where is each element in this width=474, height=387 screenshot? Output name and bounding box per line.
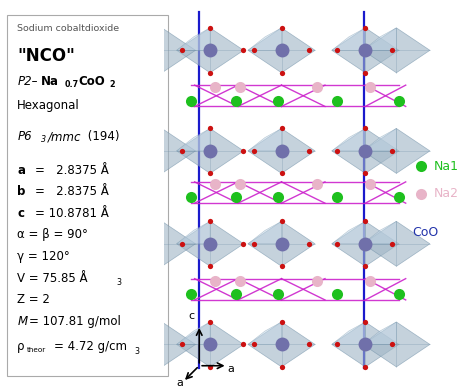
- Text: 3: 3: [134, 347, 139, 356]
- Text: "NCO": "NCO": [17, 47, 75, 65]
- Text: Na2: Na2: [434, 187, 459, 200]
- Text: a: a: [176, 378, 183, 387]
- Text: (194): (194): [84, 130, 119, 143]
- Text: Sodium cobaltdioxide: Sodium cobaltdioxide: [17, 24, 119, 33]
- Text: γ = 120°: γ = 120°: [17, 250, 70, 263]
- Text: =   2.8375 Å: = 2.8375 Å: [35, 185, 109, 198]
- Polygon shape: [128, 322, 195, 367]
- Polygon shape: [128, 221, 195, 266]
- Text: M: M: [17, 315, 27, 328]
- Polygon shape: [248, 28, 315, 73]
- Text: CoO: CoO: [79, 75, 106, 87]
- Polygon shape: [363, 322, 396, 344]
- Text: /mmc: /mmc: [47, 130, 81, 143]
- Text: b: b: [17, 185, 26, 198]
- FancyBboxPatch shape: [7, 15, 168, 375]
- Polygon shape: [332, 322, 399, 367]
- Polygon shape: [363, 221, 430, 266]
- Polygon shape: [128, 128, 162, 151]
- Polygon shape: [332, 322, 365, 344]
- Polygon shape: [248, 221, 315, 266]
- Text: Na1: Na1: [434, 160, 459, 173]
- Text: P2–: P2–: [17, 75, 38, 87]
- Polygon shape: [248, 128, 282, 151]
- Text: 3: 3: [41, 135, 46, 144]
- Polygon shape: [177, 28, 244, 73]
- Polygon shape: [248, 322, 315, 367]
- Polygon shape: [177, 28, 210, 50]
- Text: a: a: [228, 363, 234, 373]
- Text: Na: Na: [41, 75, 59, 87]
- Polygon shape: [332, 221, 365, 244]
- Text: Hexagonal: Hexagonal: [17, 99, 80, 112]
- Text: = 107.81 g/mol: = 107.81 g/mol: [29, 315, 121, 328]
- Text: Z = 2: Z = 2: [17, 293, 50, 306]
- Polygon shape: [177, 128, 210, 151]
- Polygon shape: [363, 322, 430, 367]
- Polygon shape: [363, 28, 396, 50]
- Text: theor: theor: [27, 347, 46, 353]
- Text: α = β = 90°: α = β = 90°: [17, 228, 88, 241]
- Text: P6: P6: [17, 130, 32, 143]
- Polygon shape: [332, 128, 365, 151]
- Polygon shape: [248, 221, 282, 244]
- Text: =   2.8375 Å: = 2.8375 Å: [35, 164, 109, 177]
- Polygon shape: [128, 322, 162, 344]
- Text: ρ: ρ: [17, 340, 25, 353]
- Polygon shape: [332, 221, 399, 266]
- Polygon shape: [128, 128, 195, 173]
- Polygon shape: [363, 128, 430, 173]
- Text: 2: 2: [110, 80, 116, 89]
- Polygon shape: [363, 221, 396, 244]
- Text: V = 75.85 Å: V = 75.85 Å: [17, 272, 88, 284]
- Polygon shape: [128, 28, 195, 73]
- Polygon shape: [332, 128, 399, 173]
- Text: 3: 3: [117, 278, 122, 287]
- Polygon shape: [128, 221, 162, 244]
- Polygon shape: [248, 28, 282, 50]
- Text: CoO: CoO: [412, 226, 438, 239]
- Polygon shape: [177, 221, 210, 244]
- Polygon shape: [177, 322, 244, 367]
- Polygon shape: [332, 28, 399, 73]
- Text: = 4.72 g/cm: = 4.72 g/cm: [54, 340, 127, 353]
- Polygon shape: [248, 322, 282, 344]
- Text: c: c: [188, 310, 194, 320]
- Polygon shape: [177, 221, 244, 266]
- Polygon shape: [177, 128, 244, 173]
- Polygon shape: [363, 128, 396, 151]
- Text: = 10.8781 Å: = 10.8781 Å: [35, 207, 109, 220]
- Polygon shape: [332, 28, 365, 50]
- Polygon shape: [248, 128, 315, 173]
- Text: c: c: [17, 207, 24, 220]
- Text: 0.7: 0.7: [65, 80, 79, 89]
- Text: a: a: [17, 164, 25, 177]
- Polygon shape: [363, 28, 430, 73]
- Polygon shape: [128, 28, 162, 50]
- Polygon shape: [177, 322, 210, 344]
